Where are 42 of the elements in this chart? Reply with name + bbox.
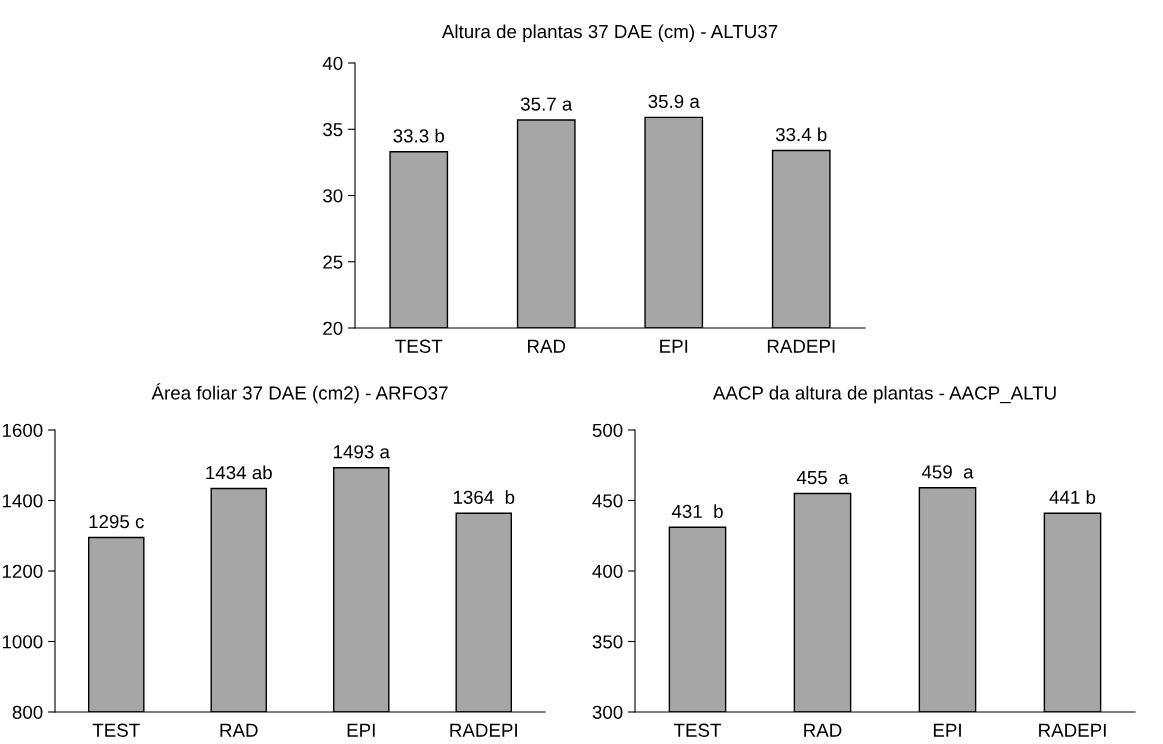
data-label: 33.3 b: [393, 128, 445, 143]
x-tick-label: TEST: [673, 723, 722, 737]
x-tick-label: RADEPI: [767, 339, 835, 353]
data-label: 33.4 b: [775, 127, 827, 142]
x-tick-label: RAD: [527, 339, 566, 353]
chart-title: Altura de plantas 37 DAE (cm) - ALTU37: [441, 24, 778, 42]
x-tick-label: TEST: [92, 723, 140, 737]
data-label: 1434 ab: [206, 465, 272, 480]
y-tick-label: 40: [322, 56, 343, 70]
data-label: 1493 a: [334, 445, 390, 459]
x-tick-label: RADEPI: [450, 723, 517, 737]
data-label: 1295 c: [89, 514, 144, 529]
y-tick-label: 400: [592, 564, 623, 578]
y-tick-label: 350: [592, 635, 623, 649]
y-tick-label: 20: [323, 321, 343, 335]
y-tick-label: 30: [323, 189, 343, 203]
x-tick-label: RAD: [804, 723, 842, 737]
x-tick-label: EPI: [347, 723, 375, 737]
y-tick-label: 25: [323, 255, 343, 269]
data-label: 1364 b: [453, 490, 515, 504]
data-label: 35.9 a: [648, 94, 700, 109]
x-tick-label: RAD: [220, 723, 258, 737]
chart-title: Área foliar 37 DAE (cm2) - ARFO37: [151, 383, 448, 404]
chart-title: AACP da altura de plantas - AACP_ALTU: [712, 385, 1056, 404]
y-tick-label: 35: [323, 122, 343, 137]
data-label: 441 b: [1049, 490, 1096, 504]
data-label: 459 a: [921, 465, 974, 479]
y-tick-label: 1000: [2, 635, 43, 649]
y-tick-label: 1600: [2, 423, 43, 437]
x-tick-label: EPI: [933, 723, 961, 737]
x-tick-label: TEST: [395, 339, 443, 353]
y-tick-label: 500: [592, 423, 623, 437]
x-tick-label: RADEPI: [1039, 723, 1106, 737]
y-tick-label: 1200: [2, 564, 43, 578]
data-label: 455 a: [796, 471, 849, 485]
y-tick-label: 300: [592, 705, 623, 719]
data-label: 431 b: [671, 504, 723, 519]
data-label: 35.7 a: [520, 97, 573, 111]
x-tick-label: EPI: [660, 339, 688, 353]
y-tick-label: 800: [12, 705, 43, 719]
y-tick-label: 450: [592, 494, 623, 508]
y-tick-label: 1400: [2, 494, 43, 508]
